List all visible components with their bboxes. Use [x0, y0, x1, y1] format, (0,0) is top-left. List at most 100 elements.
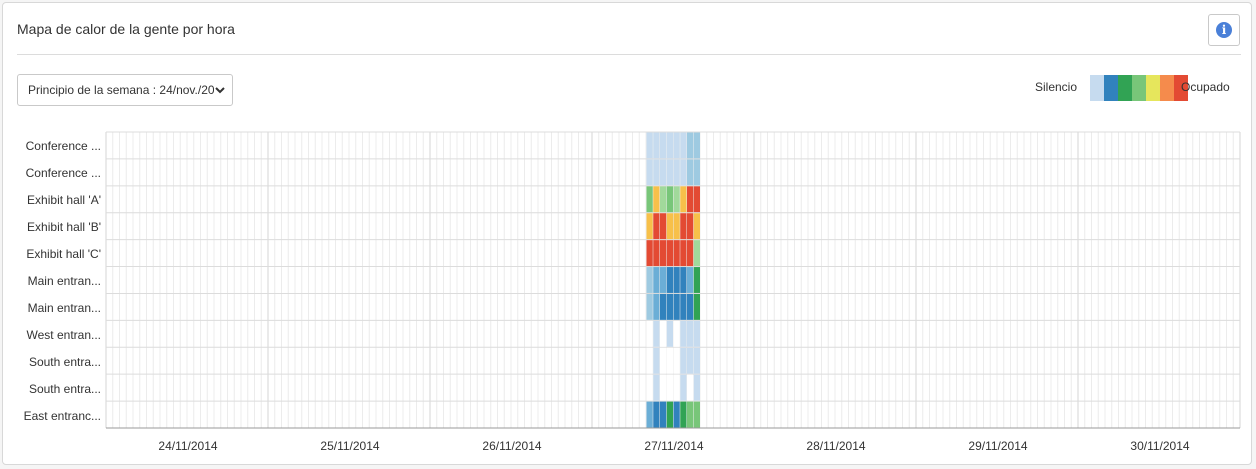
heatmap-cell[interactable] — [666, 132, 673, 159]
heatmap-cell[interactable] — [653, 320, 660, 347]
heatmap-cell[interactable] — [673, 267, 680, 293]
heatmap-cell[interactable] — [666, 213, 673, 240]
heatmap-cell[interactable] — [673, 374, 680, 401]
heatmap-cell[interactable] — [653, 213, 660, 240]
heatmap-cell[interactable] — [680, 374, 687, 401]
row-label: South entra... — [28, 381, 101, 396]
heatmap-cell[interactable] — [680, 267, 687, 293]
heatmap-cell[interactable] — [660, 374, 667, 401]
heatmap-cell[interactable] — [680, 159, 687, 186]
heatmap-cell[interactable] — [646, 293, 653, 320]
heatmap-cell[interactable] — [653, 293, 660, 320]
heatmap-cell[interactable] — [653, 186, 660, 213]
heatmap-cell[interactable] — [687, 267, 694, 293]
heatmap-cell[interactable] — [693, 267, 700, 293]
x-axis-tick-label: 30/11/2014 — [1130, 439, 1190, 453]
heatmap-cell[interactable] — [693, 293, 700, 320]
x-axis-tick-label: 26/11/2014 — [482, 439, 542, 453]
heatmap-cell[interactable] — [687, 132, 694, 159]
heatmap-cell[interactable] — [666, 267, 673, 293]
heatmap-cell[interactable] — [660, 293, 667, 320]
heatmap-cell[interactable] — [680, 186, 687, 213]
heatmap-cell[interactable] — [646, 213, 653, 240]
row-label: Conference ... — [25, 139, 101, 154]
heatmap-cell[interactable] — [687, 240, 694, 267]
heatmap-cell[interactable] — [653, 267, 660, 293]
heatmap-cell[interactable] — [653, 240, 660, 267]
heatmap-cell[interactable] — [653, 159, 660, 186]
row-label: West entran... — [26, 327, 101, 342]
heatmap-cell[interactable] — [673, 320, 680, 347]
heatmap-cell[interactable] — [693, 159, 700, 186]
heatmap-cell[interactable] — [666, 240, 673, 267]
heatmap-cell[interactable] — [666, 159, 673, 186]
x-axis-tick-label: 29/11/2014 — [968, 439, 1028, 453]
heatmap-cell[interactable] — [666, 347, 673, 374]
legend-swatch — [1174, 75, 1188, 101]
heatmap-cell[interactable] — [680, 347, 687, 374]
heatmap-cell[interactable] — [660, 159, 667, 186]
info-button[interactable]: i — [1208, 14, 1240, 46]
heatmap-cell[interactable] — [673, 240, 680, 267]
heatmap-cell[interactable] — [660, 267, 667, 293]
heatmap-cell[interactable] — [693, 213, 700, 240]
heatmap-cell[interactable] — [680, 293, 687, 320]
heatmap-cell[interactable] — [687, 401, 694, 428]
heatmap-cell[interactable] — [660, 186, 667, 213]
heatmap-cell[interactable] — [646, 132, 653, 159]
heatmap-cell[interactable] — [687, 213, 694, 240]
heatmap-cell[interactable] — [660, 320, 667, 347]
heatmap-cell[interactable] — [646, 159, 653, 186]
heatmap-cell[interactable] — [673, 213, 680, 240]
heatmap-cell[interactable] — [653, 401, 660, 428]
heatmap-cell[interactable] — [646, 240, 653, 267]
heatmap-cell[interactable] — [646, 374, 653, 401]
heatmap-cell[interactable] — [666, 293, 673, 320]
heatmap-cell[interactable] — [673, 186, 680, 213]
title-divider — [17, 54, 1241, 55]
heatmap-cell[interactable] — [673, 159, 680, 186]
heatmap-cell[interactable] — [660, 132, 667, 159]
heatmap-cell[interactable] — [660, 213, 667, 240]
heatmap-cell[interactable] — [680, 401, 687, 428]
heatmap-cell[interactable] — [660, 240, 667, 267]
heatmap-cell[interactable] — [680, 320, 687, 347]
heatmap-cell[interactable] — [646, 347, 653, 374]
heatmap-cell[interactable] — [646, 401, 653, 428]
heatmap-cell[interactable] — [680, 240, 687, 267]
heatmap-cell[interactable] — [693, 374, 700, 401]
heatmap-cell[interactable] — [680, 213, 687, 240]
heatmap-cell[interactable] — [687, 347, 694, 374]
heatmap-cell[interactable] — [693, 320, 700, 347]
heatmap-cell[interactable] — [673, 132, 680, 159]
heatmap-cell[interactable] — [653, 132, 660, 159]
week-start-select[interactable]: Principio de la semana : 24/nov./2014 — [17, 74, 233, 106]
heatmap-cell[interactable] — [680, 132, 687, 159]
heatmap-cell[interactable] — [693, 132, 700, 159]
heatmap-cell[interactable] — [666, 186, 673, 213]
heatmap-cell[interactable] — [693, 240, 700, 267]
heatmap-cell[interactable] — [653, 374, 660, 401]
heatmap-cell[interactable] — [687, 320, 694, 347]
heatmap-cell[interactable] — [660, 347, 667, 374]
row-label: Main entran... — [27, 300, 101, 315]
heatmap-cell[interactable] — [646, 320, 653, 347]
legend-swatch — [1090, 75, 1104, 101]
heatmap-cell[interactable] — [687, 159, 694, 186]
heatmap-cell[interactable] — [687, 293, 694, 320]
heatmap-cell[interactable] — [687, 374, 694, 401]
heatmap-cell[interactable] — [673, 293, 680, 320]
heatmap-cell[interactable] — [673, 401, 680, 428]
heatmap-cell[interactable] — [693, 401, 700, 428]
heatmap-cell[interactable] — [660, 401, 667, 428]
heatmap-cell[interactable] — [646, 186, 653, 213]
heatmap-cell[interactable] — [666, 374, 673, 401]
heatmap-cell[interactable] — [666, 401, 673, 428]
heatmap-cell[interactable] — [673, 347, 680, 374]
heatmap-cell[interactable] — [693, 347, 700, 374]
heatmap-cell[interactable] — [646, 267, 653, 293]
heatmap-cell[interactable] — [693, 186, 700, 213]
heatmap-cell[interactable] — [666, 320, 673, 347]
heatmap-cell[interactable] — [687, 186, 694, 213]
heatmap-cell[interactable] — [653, 347, 660, 374]
